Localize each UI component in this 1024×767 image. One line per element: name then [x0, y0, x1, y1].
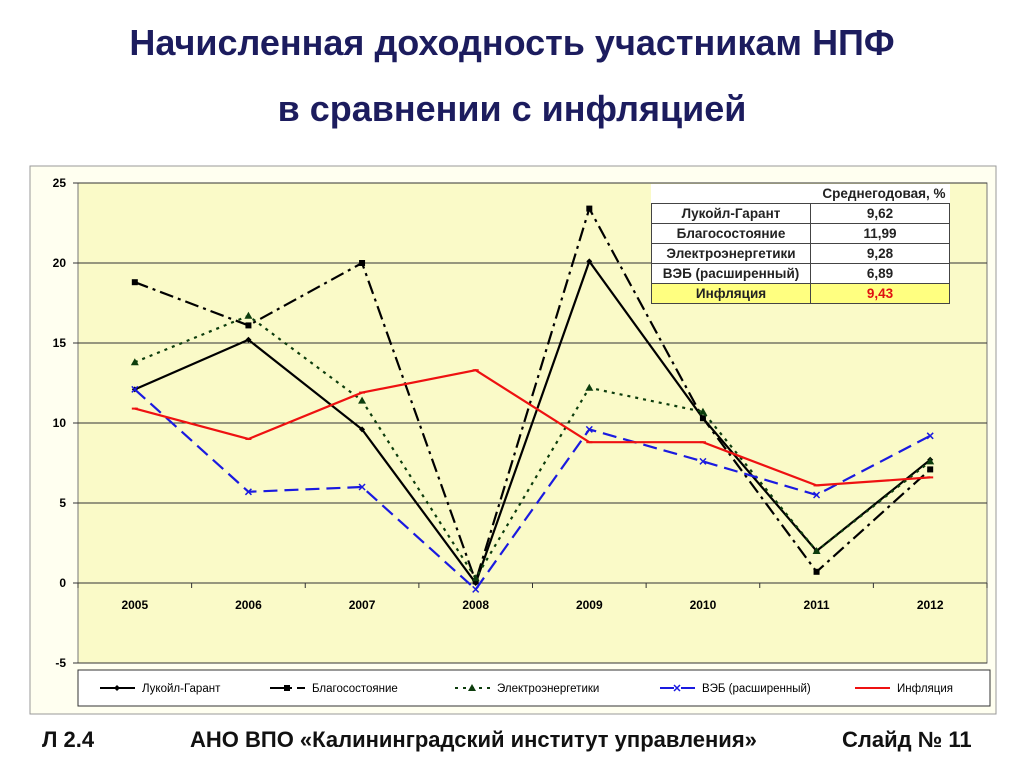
data-point-x	[244, 488, 252, 496]
row-name: Лукойл-Гарант	[651, 203, 811, 224]
y-tick-label: 10	[53, 416, 67, 430]
x-tick-label: 2010	[690, 598, 717, 612]
row-value: 6,89	[810, 263, 950, 284]
data-point-square	[131, 279, 138, 286]
data-point-x	[699, 457, 707, 465]
data-point-triangle	[926, 457, 935, 465]
data-point-diamond	[245, 336, 252, 343]
y-tick-label: 0	[59, 576, 66, 590]
row-name: ВЭБ (расширенный)	[651, 263, 811, 284]
series-line-1	[134, 205, 931, 585]
row-name: Благосостояние	[651, 223, 811, 244]
series-line-4	[134, 369, 931, 487]
table-row: Благосостояние 11,99	[651, 223, 950, 244]
footer-center: АНО ВПО «Калининградский институт управл…	[190, 727, 757, 752]
row-value: 11,99	[810, 223, 950, 244]
row-value: 9,62	[810, 203, 950, 224]
data-point-square	[284, 685, 290, 691]
series-line-2	[134, 314, 931, 581]
data-point-triangle	[471, 574, 480, 582]
table-row: Электроэнергетики 9,28	[651, 243, 950, 264]
data-point-triangle	[585, 383, 594, 391]
data-point-square	[813, 568, 820, 575]
row-name: Электроэнергетики	[651, 243, 811, 264]
y-tick-label: 5	[59, 496, 66, 510]
x-tick-label: 2009	[576, 598, 603, 612]
data-point-square	[927, 466, 934, 473]
series-line-3	[134, 388, 931, 592]
data-point-x	[585, 425, 593, 433]
table-header: Среднегодовая, %	[822, 186, 946, 201]
footer-right: Слайд № 11	[842, 727, 972, 752]
y-tick-label: 25	[53, 176, 67, 190]
x-tick-label: 2005	[121, 598, 148, 612]
title-line-2: в сравнении с инфляцией	[277, 88, 747, 129]
legend-label: Электроэнергетики	[497, 683, 599, 695]
data-point-triangle	[468, 684, 476, 691]
data-point-triangle	[244, 311, 253, 319]
data-point-triangle	[812, 547, 821, 554]
x-tick-label: 2007	[349, 598, 376, 612]
data-point-square	[359, 260, 366, 266]
legend-label: Благосостояние	[312, 683, 398, 695]
legend	[77, 669, 991, 707]
table-row: Лукойл-Гарант 9,62	[651, 203, 950, 224]
data-point-square	[699, 415, 706, 422]
x-tick-label: 2008	[462, 598, 489, 612]
data-point-x	[358, 483, 366, 491]
data-point-x	[472, 585, 480, 593]
data-point-square	[586, 205, 593, 212]
y-tick-label: 15	[53, 336, 67, 350]
series-line-0	[134, 259, 931, 586]
footer-left: Л 2.4	[42, 727, 95, 752]
row-value: 9,43	[810, 283, 950, 304]
data-point-x	[813, 491, 821, 499]
data-point-triangle	[358, 396, 367, 404]
row-name: Инфляция	[651, 283, 811, 304]
data-point-diamond	[114, 685, 120, 691]
title-line-1: Начисленная доходность участникам НПФ	[129, 22, 895, 63]
legend-label: Лукойл-Гарант	[142, 683, 221, 695]
y-tick-label: -5	[55, 656, 66, 670]
data-point-triangle	[130, 358, 139, 366]
legend-label: ВЭБ (расширенный)	[702, 683, 811, 695]
data-point-x	[926, 432, 934, 440]
data-point-square	[472, 578, 479, 585]
data-point-x	[131, 385, 139, 393]
data-point-square	[245, 322, 252, 329]
x-tick-label: 2011	[804, 598, 830, 612]
data-point-triangle	[698, 407, 707, 415]
row-value: 9,28	[810, 243, 950, 264]
x-tick-label: 2012	[917, 598, 944, 612]
data-point-diamond	[359, 426, 366, 433]
x-tick-label: 2006	[235, 598, 262, 612]
y-tick-label: 20	[53, 256, 67, 270]
data-point-diamond	[586, 258, 593, 265]
data-point-x	[673, 684, 681, 692]
table-row: ВЭБ (расширенный) 6,89	[651, 263, 950, 284]
table-row-inflation: Инфляция 9,43	[651, 283, 950, 304]
average-yield-table: Среднегодовая, % Лукойл-Гарант 9,62 Благо…	[651, 184, 950, 304]
legend-label: Инфляция	[897, 683, 953, 695]
